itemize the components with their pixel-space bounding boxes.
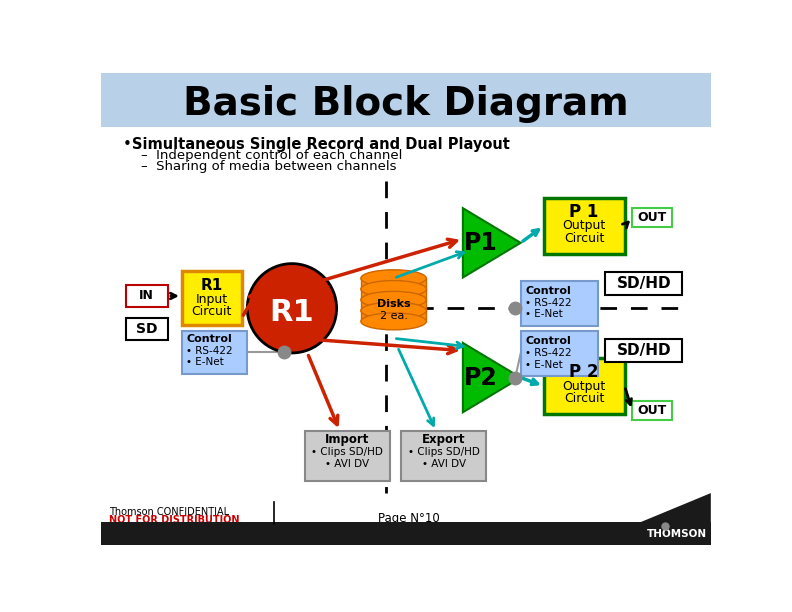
Text: • RS-422: • RS-422 xyxy=(525,298,572,308)
Text: P 2: P 2 xyxy=(569,363,599,381)
Text: Output: Output xyxy=(562,219,606,233)
FancyBboxPatch shape xyxy=(520,331,598,376)
Text: P1: P1 xyxy=(463,231,497,255)
FancyBboxPatch shape xyxy=(182,331,247,374)
Text: • AVI DV: • AVI DV xyxy=(421,459,466,469)
Text: • AVI DV: • AVI DV xyxy=(326,459,369,469)
Text: Import: Import xyxy=(326,433,370,447)
Text: • Clips SD/HD: • Clips SD/HD xyxy=(408,447,480,457)
FancyBboxPatch shape xyxy=(361,311,426,321)
Text: IN: IN xyxy=(139,289,154,302)
Text: SD/HD: SD/HD xyxy=(616,276,671,291)
FancyBboxPatch shape xyxy=(605,339,683,362)
Text: Control: Control xyxy=(525,286,571,296)
Text: SD: SD xyxy=(136,322,158,336)
Text: P2: P2 xyxy=(463,365,497,390)
Text: • RS-422: • RS-422 xyxy=(525,348,572,358)
FancyBboxPatch shape xyxy=(305,431,390,481)
Text: NOT FOR DISTRIBUTION: NOT FOR DISTRIBUTION xyxy=(109,515,239,526)
Text: 2 ea.: 2 ea. xyxy=(379,311,408,321)
Text: Control: Control xyxy=(525,335,571,346)
Text: Control: Control xyxy=(186,334,232,344)
Text: Simultaneous Single Record and Dual Playout: Simultaneous Single Record and Dual Play… xyxy=(131,136,510,152)
Ellipse shape xyxy=(361,270,426,287)
Ellipse shape xyxy=(361,313,426,330)
FancyBboxPatch shape xyxy=(632,208,672,228)
Text: • E-Net: • E-Net xyxy=(186,357,224,367)
Text: Circuit: Circuit xyxy=(192,305,232,318)
FancyBboxPatch shape xyxy=(361,278,426,289)
FancyBboxPatch shape xyxy=(605,272,683,295)
Text: Circuit: Circuit xyxy=(564,392,604,405)
Text: • Clips SD/HD: • Clips SD/HD xyxy=(311,447,383,457)
Ellipse shape xyxy=(361,280,426,297)
FancyBboxPatch shape xyxy=(632,401,672,420)
Ellipse shape xyxy=(361,302,426,319)
FancyBboxPatch shape xyxy=(182,271,242,325)
Text: • RS-422: • RS-422 xyxy=(186,346,233,356)
FancyBboxPatch shape xyxy=(402,431,486,481)
Text: SD/HD: SD/HD xyxy=(616,343,671,358)
Text: R1: R1 xyxy=(269,297,314,327)
Text: OUT: OUT xyxy=(638,211,667,225)
Text: Thomson CONFIDENTIAL: Thomson CONFIDENTIAL xyxy=(109,507,229,517)
FancyBboxPatch shape xyxy=(544,359,625,414)
Text: Input: Input xyxy=(196,293,228,305)
FancyBboxPatch shape xyxy=(126,285,168,307)
Text: THOMSON: THOMSON xyxy=(647,529,707,539)
Text: Page N°10: Page N°10 xyxy=(378,512,440,525)
Polygon shape xyxy=(586,493,711,545)
Text: OUT: OUT xyxy=(638,404,667,417)
Polygon shape xyxy=(463,343,520,412)
FancyBboxPatch shape xyxy=(101,523,711,545)
Text: –  Sharing of media between channels: – Sharing of media between channels xyxy=(141,160,397,173)
Text: • E-Net: • E-Net xyxy=(525,359,563,370)
Text: Circuit: Circuit xyxy=(564,232,604,245)
Text: • E-Net: • E-Net xyxy=(525,310,563,319)
Text: Export: Export xyxy=(422,433,466,447)
Text: –  Independent control of each channel: – Independent control of each channel xyxy=(141,149,402,162)
Text: P 1: P 1 xyxy=(569,203,599,221)
Text: R1: R1 xyxy=(200,278,223,293)
Polygon shape xyxy=(463,208,520,277)
Text: Output: Output xyxy=(562,379,606,392)
FancyBboxPatch shape xyxy=(544,198,625,253)
FancyBboxPatch shape xyxy=(101,73,711,127)
FancyBboxPatch shape xyxy=(520,282,598,326)
Text: Disks: Disks xyxy=(377,299,410,310)
FancyBboxPatch shape xyxy=(126,318,168,340)
Text: Basic Block Diagram: Basic Block Diagram xyxy=(183,85,629,123)
FancyBboxPatch shape xyxy=(361,300,426,311)
Ellipse shape xyxy=(361,291,426,308)
FancyBboxPatch shape xyxy=(361,289,426,300)
Text: •: • xyxy=(123,136,131,152)
Circle shape xyxy=(247,264,337,353)
